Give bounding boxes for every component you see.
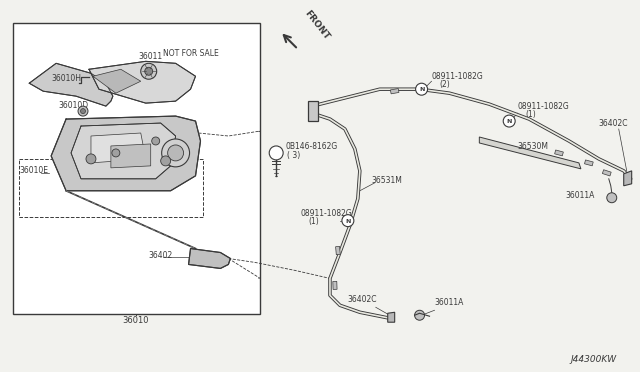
Bar xyxy=(13,23,260,314)
Polygon shape xyxy=(91,133,146,163)
Polygon shape xyxy=(479,137,581,169)
Text: 36011: 36011 xyxy=(139,52,163,61)
Polygon shape xyxy=(51,116,200,191)
Polygon shape xyxy=(333,281,337,289)
Text: 36402C: 36402C xyxy=(348,295,378,304)
Polygon shape xyxy=(89,61,196,103)
Polygon shape xyxy=(584,160,593,166)
Text: N: N xyxy=(345,219,351,224)
Text: N: N xyxy=(506,119,512,124)
Circle shape xyxy=(162,139,189,167)
Text: 08911-1082G: 08911-1082G xyxy=(431,72,483,81)
Polygon shape xyxy=(602,170,611,176)
Polygon shape xyxy=(390,89,399,94)
Text: 36011A: 36011A xyxy=(565,191,595,200)
Text: 08911-1082G: 08911-1082G xyxy=(300,209,352,218)
Circle shape xyxy=(415,310,424,320)
Circle shape xyxy=(78,106,88,116)
Circle shape xyxy=(141,63,157,79)
Circle shape xyxy=(152,137,159,145)
Text: 36010: 36010 xyxy=(122,316,149,325)
Bar xyxy=(308,101,318,121)
Polygon shape xyxy=(388,312,395,322)
Polygon shape xyxy=(555,150,563,156)
Bar xyxy=(19,159,204,217)
Text: 36010E: 36010E xyxy=(19,166,48,175)
Text: 36011A: 36011A xyxy=(435,298,464,307)
Polygon shape xyxy=(111,144,150,168)
Text: 0B146-8162G: 0B146-8162G xyxy=(285,142,337,151)
Circle shape xyxy=(161,156,171,166)
Polygon shape xyxy=(189,248,230,269)
Text: NOT FOR SALE: NOT FOR SALE xyxy=(163,49,218,58)
Circle shape xyxy=(112,149,120,157)
Text: 36530M: 36530M xyxy=(517,142,548,151)
Text: ( 3): ( 3) xyxy=(287,151,300,160)
Text: 08911-1082G: 08911-1082G xyxy=(517,102,569,111)
Text: 36531M: 36531M xyxy=(372,176,403,185)
Text: (1): (1) xyxy=(525,110,536,119)
Circle shape xyxy=(415,83,428,95)
Circle shape xyxy=(607,193,617,203)
Circle shape xyxy=(86,154,96,164)
Polygon shape xyxy=(624,171,632,186)
Polygon shape xyxy=(29,63,113,106)
Circle shape xyxy=(503,115,515,127)
Text: J44300KW: J44300KW xyxy=(571,355,617,364)
Circle shape xyxy=(81,109,86,113)
Text: (2): (2) xyxy=(440,80,451,89)
Polygon shape xyxy=(335,246,340,255)
Circle shape xyxy=(342,215,354,227)
Text: N: N xyxy=(419,87,424,92)
Circle shape xyxy=(168,145,184,161)
Text: 36010D: 36010D xyxy=(58,101,88,110)
Text: B: B xyxy=(273,150,279,156)
Text: 36402C: 36402C xyxy=(599,119,628,128)
Polygon shape xyxy=(93,69,141,93)
Circle shape xyxy=(269,146,283,160)
Text: 36010H: 36010H xyxy=(51,74,81,83)
Polygon shape xyxy=(71,123,175,179)
Text: FRONT: FRONT xyxy=(302,9,330,41)
Text: (1): (1) xyxy=(308,217,319,226)
Text: 36402: 36402 xyxy=(148,251,173,260)
Circle shape xyxy=(145,67,153,75)
